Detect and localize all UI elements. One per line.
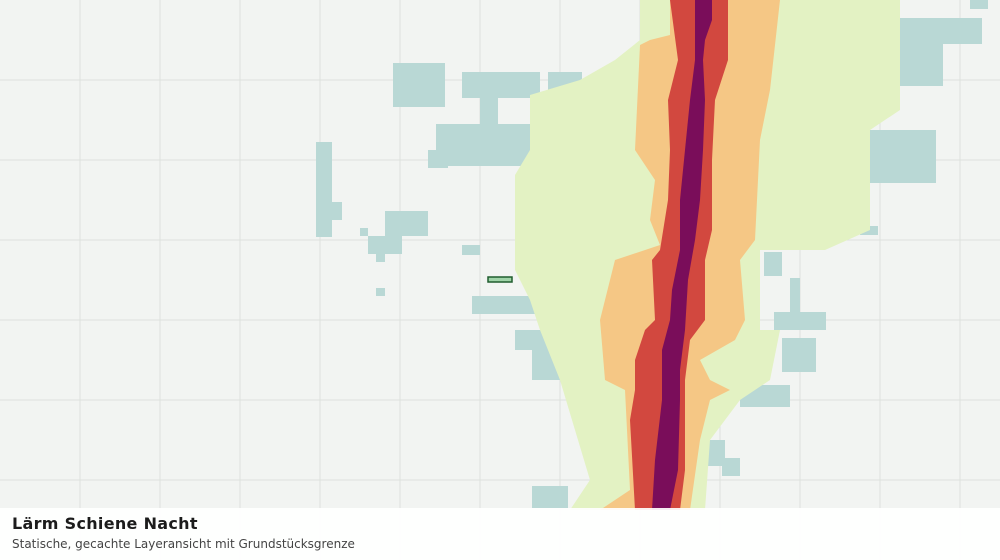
zone-60db bbox=[652, 0, 712, 510]
layer-subtitle: Statische, gecachte Layeransicht mit Gru… bbox=[12, 537, 355, 551]
layer-title: Lärm Schiene Nacht bbox=[12, 514, 198, 533]
info-panel: Lärm Schiene Nacht Statische, gecachte L… bbox=[0, 508, 1000, 560]
parcel-boundary bbox=[487, 276, 513, 283]
